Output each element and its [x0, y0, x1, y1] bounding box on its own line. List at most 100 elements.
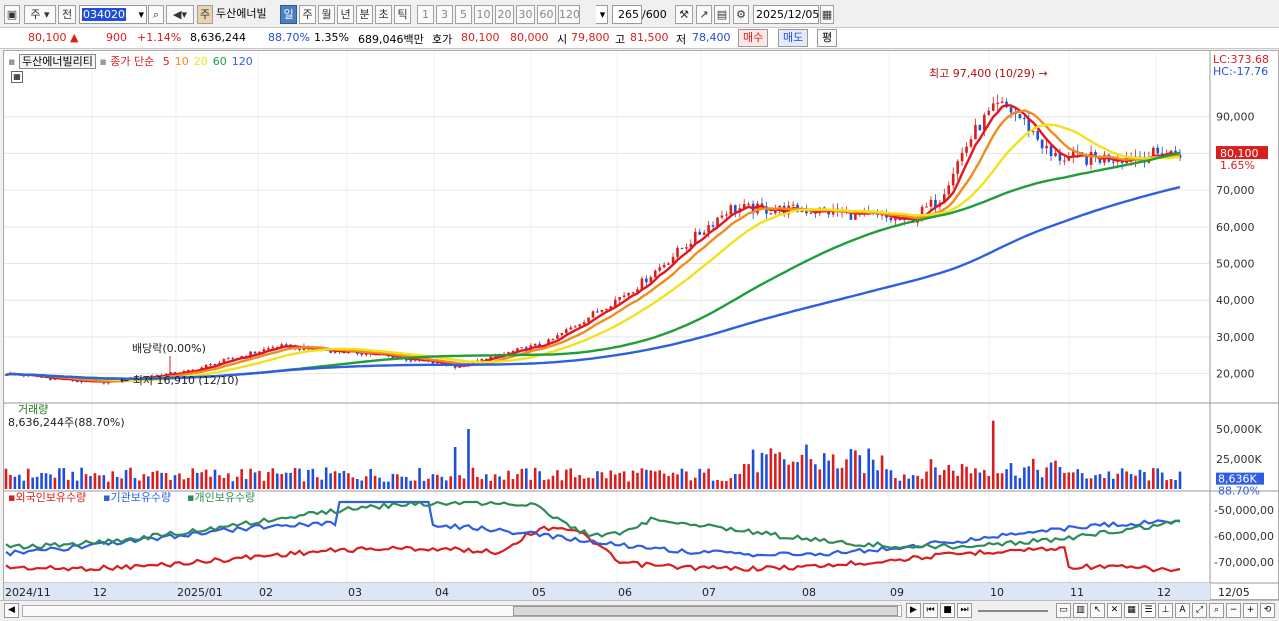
- candle-body: [996, 102, 999, 104]
- market-label: 주: [30, 8, 41, 21]
- candle-body: [947, 185, 951, 195]
- grid-icon[interactable]: ▦: [1124, 603, 1139, 618]
- count-input[interactable]: 265: [612, 5, 642, 24]
- stock-chart[interactable]: 20,00030,00040,00050,00060,00070,00080,0…: [3, 51, 1279, 601]
- last-price-tag: [1216, 146, 1268, 160]
- volume-bar: [222, 477, 226, 489]
- stop-icon[interactable]: ■: [940, 603, 955, 618]
- zoom-slider[interactable]: [978, 610, 1048, 612]
- volume-bar: [244, 479, 248, 489]
- candle-body: [645, 278, 648, 283]
- volume-bar: [1138, 469, 1142, 489]
- sell-button[interactable]: 매도: [778, 29, 809, 47]
- volume-bar: [538, 471, 541, 489]
- pin-icon[interactable]: ⊥: [1158, 603, 1173, 618]
- table-icon[interactable]: ▦: [11, 71, 23, 83]
- split-icon[interactable]: ▥: [1073, 603, 1088, 618]
- scrollbar-track[interactable]: [22, 605, 902, 617]
- candle-body: [267, 348, 270, 350]
- arrow-icon[interactable]: ↖: [1090, 603, 1105, 618]
- market-select[interactable]: 주 ▾: [24, 5, 56, 24]
- chart-area[interactable]: 20,00030,00040,00050,00060,00070,00080,0…: [3, 50, 1279, 601]
- volume-bar: [1120, 468, 1124, 489]
- candle-body: [560, 333, 564, 336]
- chevron-down-icon[interactable]: ▾: [596, 5, 608, 24]
- period-button[interactable]: 틱: [394, 5, 411, 24]
- scrollbar-thumb[interactable]: [513, 606, 898, 616]
- candle-body: [609, 306, 613, 310]
- price: 80,100 ▲: [28, 31, 79, 44]
- expand-icon[interactable]: ⤢: [1192, 603, 1207, 618]
- volume-bar: [124, 469, 128, 489]
- volume-bar: [1160, 472, 1164, 489]
- zoom-out-icon[interactable]: −: [1226, 603, 1241, 618]
- volume-bar: [1111, 478, 1115, 489]
- volume-bar: [204, 469, 208, 489]
- volume-bar: [66, 479, 70, 489]
- zoom-in-icon[interactable]: +: [1243, 603, 1258, 618]
- interval-button[interactable]: 1: [417, 5, 434, 24]
- period-button[interactable]: 초: [375, 5, 392, 24]
- scroll-right-icon[interactable]: ▶: [906, 603, 921, 618]
- interval-button[interactable]: 60: [537, 5, 556, 24]
- text-icon[interactable]: A: [1175, 603, 1190, 618]
- candle-body: [573, 326, 577, 328]
- cross-icon[interactable]: ✕: [1107, 603, 1122, 618]
- period-button[interactable]: 월: [318, 5, 335, 24]
- gear-icon[interactable]: ⚙: [733, 5, 749, 24]
- prev-button[interactable]: 전: [58, 5, 76, 24]
- volume-bar: [902, 474, 906, 489]
- period-button[interactable]: 일: [280, 5, 297, 24]
- first-page-icon[interactable]: ⏮: [923, 603, 938, 618]
- speaker-icon[interactable]: ◀▾: [166, 5, 194, 24]
- volume-bar: [498, 476, 501, 489]
- volume-bar: [934, 467, 937, 489]
- interval-button[interactable]: 5: [455, 5, 472, 24]
- tool-icon[interactable]: ↗: [696, 5, 712, 24]
- volume-bar: [827, 460, 830, 489]
- candle-body: [596, 311, 599, 313]
- settings-icon[interactable]: ⚒: [675, 5, 693, 24]
- volume-bar: [62, 468, 66, 489]
- volume-bar: [1103, 478, 1106, 489]
- volume-bar: [818, 469, 822, 489]
- interval-button[interactable]: 20: [495, 5, 514, 24]
- volume-bar: [956, 475, 959, 489]
- candle-body: [649, 277, 653, 283]
- eval-button[interactable]: 평: [817, 29, 838, 47]
- volume-bar: [1009, 463, 1013, 489]
- buy-button[interactable]: 매수: [738, 29, 769, 47]
- scroll-left-icon[interactable]: ◀: [4, 603, 19, 618]
- holding-tick-label: -70,000,00: [1214, 556, 1274, 569]
- moving-average-line: [5, 103, 1181, 383]
- candle-body: [231, 358, 235, 360]
- candle-body: [1098, 157, 1102, 163]
- legend-stock[interactable]: 두산에너빌리티: [18, 54, 96, 69]
- x-tick-label: 03: [348, 586, 362, 599]
- list-icon[interactable]: ☰: [1141, 603, 1156, 618]
- period-button[interactable]: 분: [356, 5, 373, 24]
- interval-button[interactable]: 3: [436, 5, 453, 24]
- zoom-icon[interactable]: ⌕: [1209, 603, 1224, 618]
- search-icon[interactable]: ⌕: [148, 5, 164, 24]
- calendar-icon[interactable]: ▦: [820, 5, 834, 24]
- candle-body: [391, 355, 395, 359]
- reset-icon[interactable]: ⟲: [1260, 603, 1275, 618]
- interval-button[interactable]: 10: [474, 5, 493, 24]
- interval-button[interactable]: 120: [558, 5, 580, 24]
- period-button[interactable]: 년: [337, 5, 354, 24]
- stock-code-input[interactable]: 034020 ▾: [79, 5, 147, 24]
- chevron-down-icon[interactable]: ▾: [138, 8, 144, 21]
- period-button[interactable]: 주: [299, 5, 316, 24]
- window-icon[interactable]: ▣: [4, 5, 20, 24]
- interval-button[interactable]: 30: [516, 5, 535, 24]
- layout-icon[interactable]: ▭: [1056, 603, 1071, 618]
- candle-body: [774, 210, 777, 214]
- candle-body: [591, 311, 595, 318]
- volume-bar: [854, 450, 857, 489]
- date-input[interactable]: 2025/12/05: [753, 5, 819, 24]
- candle-body: [929, 199, 933, 207]
- last-page-icon[interactable]: ⏭: [957, 603, 972, 618]
- volume-bar: [693, 477, 697, 489]
- save-icon[interactable]: ▤: [714, 5, 730, 24]
